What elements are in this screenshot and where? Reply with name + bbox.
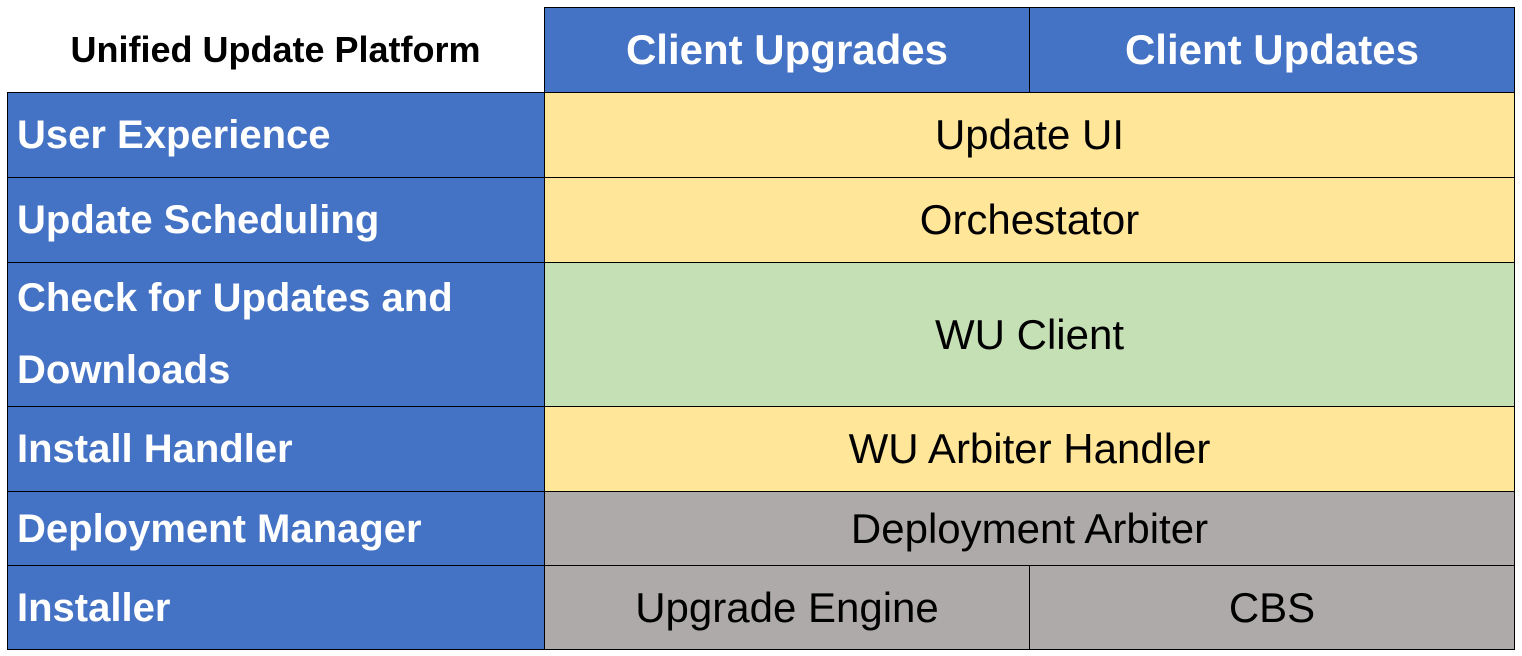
- column-header-client-updates: Client Updates: [1029, 7, 1515, 93]
- cell-orchestrator: Orchestator: [544, 177, 1515, 263]
- cell-cbs: CBS: [1029, 565, 1515, 650]
- cell-wu-client: WU Client: [544, 262, 1515, 407]
- cell-wu-arbiter-handler: WU Arbiter Handler: [544, 406, 1515, 492]
- row-label-install-handler: Install Handler: [7, 406, 545, 492]
- row-label-user-experience: User Experience: [7, 92, 545, 178]
- row-label-installer: Installer: [7, 565, 545, 650]
- column-header-client-upgrades: Client Upgrades: [544, 7, 1030, 93]
- diagram-title: Unified Update Platform: [70, 28, 481, 70]
- cell-upgrade-engine: Upgrade Engine: [544, 565, 1030, 650]
- cell-deployment-arbiter: Deployment Arbiter: [544, 491, 1515, 566]
- row-label-check-for-updates: Check for Updates and Downloads: [7, 262, 545, 407]
- row-label-deployment-manager: Deployment Manager: [7, 491, 545, 566]
- cell-update-ui: Update UI: [544, 92, 1515, 178]
- row-label-update-scheduling: Update Scheduling: [7, 177, 545, 263]
